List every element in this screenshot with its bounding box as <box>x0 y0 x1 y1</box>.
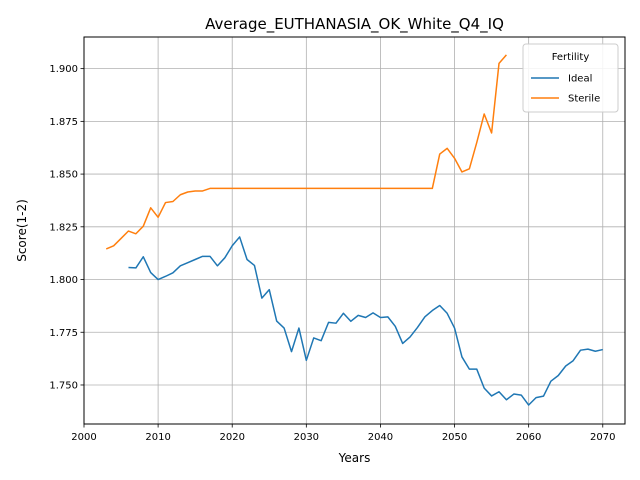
y-tick-label: 1.800 <box>49 275 78 286</box>
y-tick-label: 1.900 <box>49 64 78 75</box>
chart-title: Average_EUTHANASIA_OK_White_Q4_IQ <box>205 15 504 34</box>
y-tick-label: 1.825 <box>49 222 78 233</box>
y-tick-label: 1.775 <box>49 328 78 339</box>
series-lines <box>105 54 603 406</box>
x-tick-label: 2040 <box>368 432 393 443</box>
x-tick-label: 2060 <box>516 432 541 443</box>
plot-frame <box>83 36 626 425</box>
x-tick-label: 2070 <box>590 432 615 443</box>
x-tick-label: 2030 <box>294 432 319 443</box>
x-axis-label: Years <box>338 451 371 465</box>
x-tick-label: 2020 <box>219 432 244 443</box>
y-tick-label: 1.875 <box>49 117 78 128</box>
legend-label-sterile: Sterile <box>568 94 600 105</box>
x-tick-label: 2050 <box>442 432 467 443</box>
y-tick-label: 1.850 <box>49 170 78 181</box>
y-axis-ticks: 1.750 1.775 1.800 1.825 1.850 1.875 1.900 <box>49 64 84 391</box>
x-axis-ticks: 2000 2010 2020 2030 2040 2050 2060 2070 <box>71 424 615 443</box>
legend: Fertility Ideal Sterile <box>522 43 619 113</box>
series-line-ideal <box>128 236 603 406</box>
y-axis-label: Score(1-2) <box>15 199 29 262</box>
legend-title: Fertility <box>552 52 590 63</box>
series-line-sterile <box>105 54 507 250</box>
y-tick-label: 1.750 <box>49 380 78 391</box>
x-tick-label: 2010 <box>145 432 170 443</box>
legend-box <box>522 43 619 113</box>
legend-label-ideal: Ideal <box>568 74 592 85</box>
x-tick-label: 2000 <box>71 432 96 443</box>
